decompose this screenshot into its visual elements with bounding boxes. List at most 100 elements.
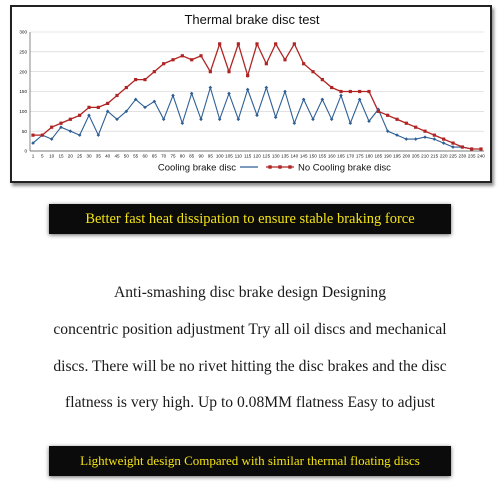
data-point-no-cooling: [423, 129, 427, 133]
y-tick-label: 250: [19, 49, 27, 54]
data-point-no-cooling: [106, 101, 110, 105]
legend-marker-no-cooling: [278, 165, 282, 169]
data-point-cooling: [357, 97, 362, 102]
data-point-cooling: [329, 117, 334, 122]
data-point-no-cooling: [96, 105, 100, 109]
x-tick-label: 225: [449, 154, 457, 159]
x-tick-label: 5: [41, 154, 44, 159]
x-tick-label: 1: [32, 154, 35, 159]
x-tick-label: 50: [124, 154, 130, 159]
data-point-no-cooling: [414, 125, 418, 129]
data-point-no-cooling: [386, 113, 390, 117]
data-point-no-cooling: [358, 89, 362, 94]
x-tick-label: 130: [272, 154, 280, 159]
data-point-cooling: [283, 89, 287, 94]
x-tick-label: 30: [86, 154, 92, 159]
x-tick-label: 190: [384, 154, 392, 159]
x-tick-label: 115: [244, 154, 252, 159]
data-point-no-cooling: [227, 70, 231, 74]
x-tick-label: 80: [180, 154, 186, 159]
data-point-no-cooling: [274, 42, 278, 46]
x-tick-label: 100: [216, 154, 224, 159]
data-point-no-cooling: [31, 133, 35, 137]
data-point-cooling: [87, 113, 91, 118]
data-point-no-cooling: [283, 58, 287, 62]
banner-heat-dissipation-text: Better fast heat dissipation to ensure s…: [85, 210, 415, 227]
data-point-cooling: [273, 115, 278, 120]
x-tick-label: 45: [114, 154, 120, 159]
x-tick-label: 220: [440, 154, 448, 159]
data-point-cooling: [441, 141, 446, 145]
x-tick-label: 215: [430, 154, 438, 159]
x-tick-label: 20: [68, 154, 74, 159]
data-point-cooling: [105, 109, 110, 114]
data-point-no-cooling: [376, 109, 380, 113]
data-point-no-cooling: [190, 58, 194, 62]
data-point-no-cooling: [162, 62, 166, 66]
x-tick-label: 240: [477, 154, 485, 159]
data-point-cooling: [31, 141, 35, 145]
data-point-no-cooling: [87, 105, 91, 109]
data-point-no-cooling: [479, 147, 483, 151]
data-point-no-cooling: [68, 117, 72, 121]
data-point-cooling: [348, 121, 353, 126]
data-point-cooling: [68, 129, 73, 133]
banner-lightweight-text: Lightweight design Compared with similar…: [80, 453, 420, 468]
data-point-no-cooling: [40, 133, 44, 137]
x-tick-label: 85: [189, 154, 195, 159]
data-point-no-cooling: [199, 54, 203, 58]
y-tick-label: 150: [19, 89, 27, 94]
data-point-no-cooling: [255, 42, 259, 46]
x-tick-label: 155: [318, 154, 326, 159]
x-tick-label: 230: [458, 154, 466, 159]
data-point-cooling: [432, 137, 437, 141]
data-point-cooling: [301, 97, 306, 102]
x-tick-label: 125: [262, 154, 270, 159]
data-point-cooling: [171, 93, 175, 98]
chart-title: Thermal brake disc test: [184, 12, 319, 27]
legend-label-cooling: Cooling brake disc: [158, 162, 236, 173]
data-point-no-cooling: [330, 85, 334, 90]
data-point-cooling: [245, 87, 250, 92]
x-tick-label: 120: [253, 154, 261, 159]
description-line-1: Anti-smashing disc brake design Designin…: [114, 284, 386, 301]
data-point-cooling: [49, 137, 54, 141]
description-line-2: concentric position adjustment Try all o…: [53, 321, 447, 338]
x-tick-label: 10: [49, 154, 55, 159]
x-tick-label: 25: [77, 154, 83, 159]
data-point-no-cooling: [78, 113, 82, 117]
data-point-no-cooling: [395, 117, 399, 121]
x-tick-label: 165: [337, 154, 345, 159]
data-point-no-cooling: [339, 89, 343, 94]
data-point-no-cooling: [348, 89, 352, 94]
data-point-cooling: [180, 121, 185, 126]
data-point-no-cooling: [311, 70, 315, 74]
data-point-no-cooling: [367, 89, 371, 94]
data-point-cooling: [423, 135, 427, 139]
data-point-no-cooling: [302, 62, 306, 66]
data-point-no-cooling: [115, 93, 119, 98]
data-point-cooling: [143, 105, 147, 110]
data-point-cooling: [189, 91, 194, 96]
data-point-no-cooling: [208, 70, 212, 74]
description-line-4: flatness is very high. Up to 0.08MM flat…: [65, 394, 435, 411]
x-tick-label: 65: [152, 154, 158, 159]
data-point-cooling: [236, 117, 241, 122]
y-tick-label: 100: [19, 109, 27, 114]
x-tick-label: 160: [328, 154, 336, 159]
data-point-no-cooling: [460, 145, 464, 149]
data-point-cooling: [217, 117, 222, 122]
data-point-cooling: [292, 121, 297, 126]
data-point-no-cooling: [246, 74, 250, 78]
data-point-cooling: [161, 117, 166, 122]
x-tick-label: 235: [468, 154, 476, 159]
series-line-cooling: [32, 85, 472, 150]
data-point-cooling: [208, 85, 213, 90]
data-point-no-cooling: [50, 125, 54, 129]
description-line-3: discs. There will be no rivet hitting th…: [53, 358, 447, 375]
legend-marker-no-cooling: [288, 165, 292, 169]
x-tick-label: 135: [281, 154, 289, 159]
banner-heat-dissipation: Better fast heat dissipation to ensure s…: [49, 204, 451, 234]
data-point-no-cooling: [59, 121, 63, 125]
